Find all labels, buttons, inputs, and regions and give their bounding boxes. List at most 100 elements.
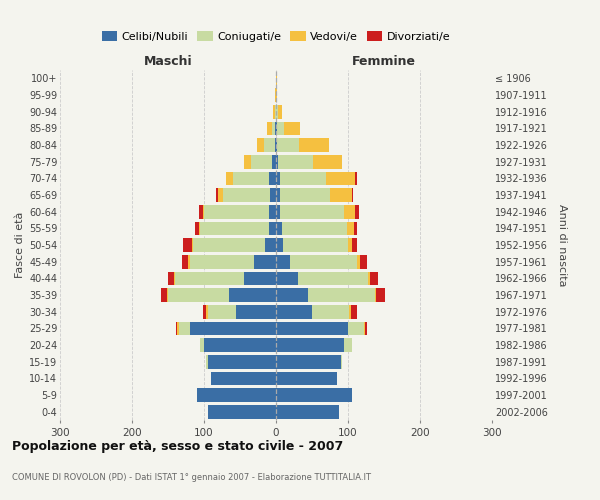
Bar: [175, 272, 244, 285]
Bar: [178, 322, 179, 335]
Bar: [208, 355, 276, 368]
Bar: [276, 255, 290, 268]
Bar: [226, 172, 233, 185]
Bar: [276, 88, 277, 102]
Bar: [161, 288, 167, 302]
Bar: [276, 222, 282, 235]
Bar: [290, 255, 356, 268]
Bar: [276, 405, 340, 418]
Bar: [229, 288, 276, 302]
Bar: [269, 172, 276, 185]
Bar: [364, 322, 365, 335]
Bar: [275, 105, 276, 118]
Text: Maschi: Maschi: [143, 54, 193, 68]
Bar: [168, 272, 174, 285]
Bar: [211, 372, 276, 385]
Bar: [176, 322, 178, 335]
Bar: [276, 305, 312, 318]
Bar: [276, 205, 280, 218]
Bar: [276, 155, 278, 168]
Bar: [299, 138, 329, 152]
Bar: [276, 238, 283, 252]
Bar: [272, 155, 276, 168]
Bar: [354, 222, 358, 235]
Bar: [365, 322, 367, 335]
Bar: [298, 272, 368, 285]
Bar: [313, 155, 341, 168]
Bar: [270, 188, 276, 202]
Bar: [190, 255, 254, 268]
Bar: [330, 188, 352, 202]
Bar: [376, 288, 385, 302]
Text: Popolazione per età, sesso e stato civile - 2007: Popolazione per età, sesso e stato civil…: [12, 440, 343, 453]
Bar: [276, 338, 344, 352]
Bar: [244, 155, 251, 168]
Text: Femmine: Femmine: [352, 54, 416, 68]
Bar: [193, 238, 265, 252]
Bar: [188, 255, 190, 268]
Bar: [183, 238, 192, 252]
Bar: [278, 105, 283, 118]
Bar: [280, 205, 344, 218]
Bar: [355, 172, 356, 185]
Bar: [203, 205, 204, 218]
Bar: [326, 172, 355, 185]
Bar: [192, 238, 193, 252]
Bar: [269, 222, 276, 235]
Bar: [276, 188, 280, 202]
Bar: [223, 188, 270, 202]
Bar: [208, 405, 276, 418]
Bar: [356, 255, 360, 268]
Bar: [275, 122, 276, 135]
Bar: [179, 322, 190, 335]
Bar: [265, 238, 276, 252]
Bar: [257, 138, 264, 152]
Bar: [349, 305, 351, 318]
Bar: [273, 105, 275, 118]
Bar: [204, 205, 269, 218]
Bar: [251, 155, 272, 168]
Bar: [269, 205, 276, 218]
Bar: [218, 188, 223, 202]
Bar: [174, 272, 175, 285]
Bar: [347, 222, 354, 235]
Bar: [200, 222, 269, 235]
Bar: [276, 172, 280, 185]
Bar: [312, 305, 349, 318]
Bar: [199, 205, 203, 218]
Bar: [370, 272, 378, 285]
Bar: [254, 255, 276, 268]
Bar: [360, 255, 367, 268]
Bar: [348, 322, 364, 335]
Bar: [275, 88, 276, 102]
Bar: [352, 238, 358, 252]
Bar: [368, 272, 370, 285]
Bar: [276, 105, 278, 118]
Bar: [196, 222, 199, 235]
Bar: [276, 138, 277, 152]
Bar: [344, 205, 355, 218]
Bar: [167, 288, 168, 302]
Bar: [264, 138, 275, 152]
Bar: [341, 355, 342, 368]
Bar: [276, 272, 298, 285]
Bar: [208, 305, 236, 318]
Bar: [355, 205, 359, 218]
Bar: [190, 322, 276, 335]
Bar: [308, 288, 374, 302]
Bar: [351, 305, 356, 318]
Bar: [283, 238, 348, 252]
Bar: [204, 338, 276, 352]
Bar: [276, 372, 337, 385]
Bar: [244, 272, 276, 285]
Bar: [277, 122, 284, 135]
Bar: [268, 122, 272, 135]
Y-axis label: Anni di nascita: Anni di nascita: [557, 204, 567, 286]
Bar: [352, 188, 353, 202]
Bar: [276, 388, 352, 402]
Bar: [206, 355, 208, 368]
Bar: [278, 155, 313, 168]
Bar: [374, 288, 376, 302]
Bar: [344, 338, 352, 352]
Y-axis label: Fasce di età: Fasce di età: [14, 212, 25, 278]
